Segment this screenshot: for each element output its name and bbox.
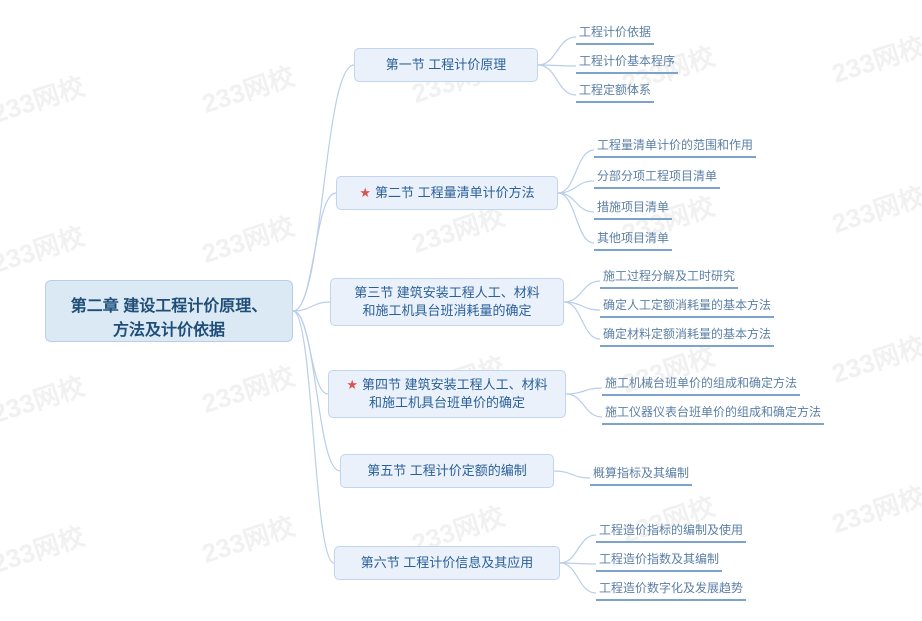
section-node-2: ★ 第二节 工程量清单计价方法 [336, 176, 558, 210]
leaf-node: 确定人工定额消耗量的基本方法 [600, 294, 774, 318]
watermark: 233网校 [197, 56, 299, 121]
section-label: 第三节 建筑安装工程人工、材料 和施工机具台班消耗量的确定 [354, 285, 540, 318]
leaf-node: 措施项目清单 [594, 196, 672, 220]
leaf-node: 其他项目清单 [594, 227, 672, 251]
section-label: 第六节 工程计价信息及其应用 [361, 555, 534, 570]
leaf-node: 工程计价依据 [576, 21, 654, 45]
watermark: 233网校 [827, 476, 922, 541]
leaf-node: 工程定额体系 [576, 79, 654, 103]
star-icon: ★ [346, 377, 358, 392]
section-node-6: 第六节 工程计价信息及其应用 [334, 546, 560, 580]
watermark: 233网校 [197, 356, 299, 421]
leaf-node: 施工机械台班单价的组成和确定方法 [602, 372, 800, 396]
section-label: 第一节 工程计价原理 [386, 57, 507, 72]
mindmap-canvas: 第二章 建设工程计价原理、 方法及计价依据 233网校 233网校 233网校 233… [0, 0, 922, 621]
leaf-node: 工程量清单计价的范围和作用 [594, 134, 756, 158]
root-label: 第二章 建设工程计价原理、 方法及计价依据 [71, 298, 267, 339]
watermark: 233网校 [0, 366, 89, 431]
leaf-node: 施工仪器仪表台班单价的组成和确定方法 [602, 401, 824, 425]
section-node-5: 第五节 工程计价定额的编制 [340, 454, 554, 488]
section-label: 第五节 工程计价定额的编制 [367, 463, 527, 478]
leaf-node: 工程造价指数及其编制 [596, 548, 722, 572]
watermark: 233网校 [827, 176, 922, 241]
leaf-node: 概算指标及其编制 [590, 462, 692, 486]
watermark: 233网校 [0, 66, 89, 131]
leaf-node: 确定材料定额消耗量的基本方法 [600, 323, 774, 347]
section-node-4: ★ 第四节 建筑安装工程人工、材料 和施工机具台班单价的确定 [328, 370, 566, 418]
watermark: 233网校 [197, 506, 299, 571]
leaf-node: 施工过程分解及工时研究 [600, 265, 738, 289]
watermark: 233网校 [197, 206, 299, 271]
watermark: 233网校 [0, 216, 89, 281]
section-label: 第四节 建筑安装工程人工、材料 和施工机具台班单价的确定 [362, 377, 548, 410]
section-node-1: 第一节 工程计价原理 [354, 48, 538, 82]
leaf-node: 分部分项工程项目清单 [594, 165, 720, 189]
section-label: 第二节 工程量清单计价方法 [375, 185, 535, 200]
leaf-node: 工程计价基本程序 [576, 50, 678, 74]
leaf-node: 工程造价指标的编制及使用 [596, 519, 746, 543]
leaf-node: 工程造价数字化及发展趋势 [596, 577, 746, 601]
watermark: 233网校 [827, 326, 922, 391]
star-icon: ★ [359, 185, 371, 200]
section-node-3: 第三节 建筑安装工程人工、材料 和施工机具台班消耗量的确定 [330, 278, 564, 326]
watermark: 233网校 [827, 26, 922, 91]
root-node: 第二章 建设工程计价原理、 方法及计价依据 [45, 280, 293, 342]
watermark: 233网校 [0, 516, 89, 581]
